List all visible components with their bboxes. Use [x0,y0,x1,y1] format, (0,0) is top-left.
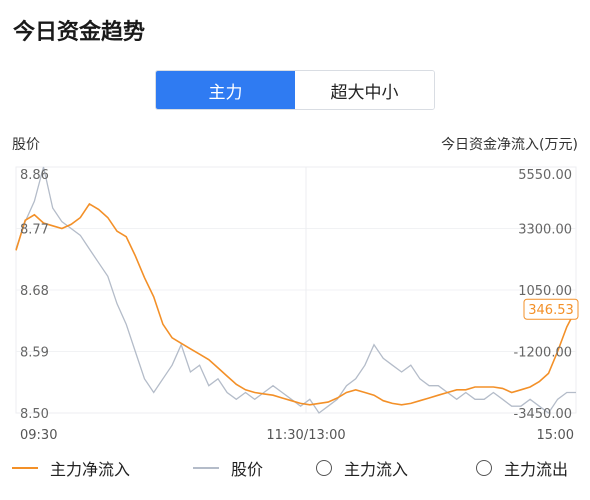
legend-item-outflow[interactable]: 主力流出 [476,456,568,480]
left-tick-label: 8.59 [20,346,49,361]
flow-type-tabs: 主力 超大中小 [155,70,435,110]
page-title: 今日资金趋势 [13,20,146,45]
right-axis-label: 今日资金净流入(万元) [441,137,578,153]
left-axis-label: 股价 [12,137,40,153]
left-tick-label: 8.77 [20,223,49,238]
radio-circle-icon[interactable] [476,460,492,476]
net-flow-line [15,202,577,406]
left-tick-label: 8.50 [20,407,49,422]
tab-all-sizes[interactable]: 超大中小 [295,71,434,109]
left-tick-label: 8.86 [20,168,49,183]
net-flow-line-icon [12,467,38,469]
legend-label-inflow: 主力流入 [344,460,409,479]
right-tick-label: -3450.00 [514,407,572,422]
fund-flow-chart: 8.86 8.77 8.68 8.59 8.50 5550.00 3300.00 1050.0… [15,166,579,443]
radio-circle-icon[interactable] [316,460,332,476]
right-tick-label: -1200.00 [514,346,572,361]
right-tick-label: 5550.00 [518,168,572,183]
x-tick-label: 15:00 [537,428,574,443]
left-tick-label: 8.68 [20,284,49,299]
last-value-label: 346.53 [528,303,574,318]
last-value-tag [523,298,579,320]
legend-item-inflow[interactable]: 主力流入 [316,456,408,480]
price-line-icon [193,467,219,469]
chart-legend: 主力净流入 股价 主力流入 主力流出 [0,456,590,486]
legend-label-net-flow: 主力净流入 [50,460,131,479]
legend-item-net-flow[interactable]: 主力净流入 [12,456,130,480]
legend-item-price[interactable]: 股价 [193,456,263,480]
right-tick-label: 3300.00 [518,223,572,238]
legend-label-price: 股价 [231,460,264,479]
right-tick-label: 1050.00 [518,284,572,299]
tab-main-force[interactable]: 主力 [156,71,295,109]
x-tick-label: 09:30 [20,428,57,443]
x-tick-label: 11:30/13:00 [266,428,345,443]
legend-label-outflow: 主力流出 [504,460,569,479]
